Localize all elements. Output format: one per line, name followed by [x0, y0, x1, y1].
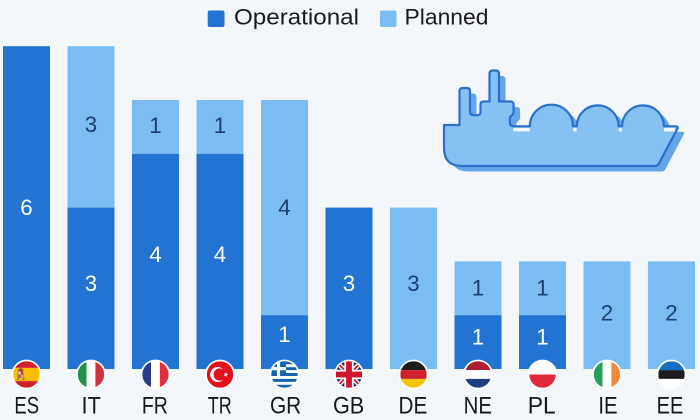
svg-text:Planned: Planned [405, 4, 489, 29]
svg-text:GR: GR [270, 392, 301, 419]
svg-text:3: 3 [407, 271, 419, 296]
svg-text:1: 1 [536, 275, 548, 300]
svg-text:PL: PL [528, 392, 556, 419]
svg-text:TR: TR [208, 392, 232, 419]
svg-text:IE: IE [598, 392, 617, 419]
svg-text:IT: IT [82, 392, 101, 419]
svg-text:1: 1 [472, 275, 484, 300]
svg-text:2: 2 [601, 301, 613, 326]
svg-text:1: 1 [149, 113, 161, 138]
svg-text:3: 3 [85, 271, 97, 296]
svg-text:2: 2 [665, 301, 677, 326]
svg-text:4: 4 [214, 242, 226, 267]
svg-text:1: 1 [536, 325, 548, 350]
svg-text:1: 1 [472, 325, 484, 350]
svg-text:NE: NE [464, 392, 492, 419]
svg-text:ES: ES [14, 392, 39, 419]
svg-text:1: 1 [278, 322, 290, 347]
svg-text:3: 3 [85, 112, 97, 137]
svg-text:Operational: Operational [234, 4, 359, 29]
svg-text:3: 3 [343, 271, 355, 296]
svg-text:1: 1 [214, 113, 226, 138]
svg-text:EE: EE [657, 392, 684, 419]
svg-text:DE: DE [399, 392, 428, 419]
svg-text:4: 4 [149, 242, 161, 267]
svg-text:GB: GB [333, 392, 364, 419]
svg-text:4: 4 [278, 195, 290, 220]
svg-text:6: 6 [20, 195, 32, 220]
svg-text:FR: FR [142, 392, 168, 419]
